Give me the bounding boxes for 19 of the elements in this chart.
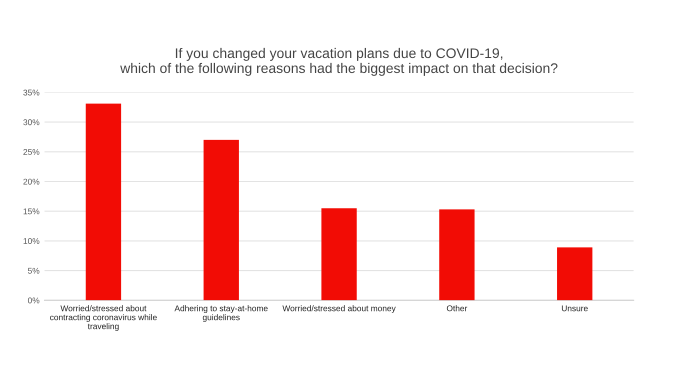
x-tick-label: Other — [446, 305, 468, 312]
bar — [439, 209, 475, 300]
y-tick-label: 25% — [23, 149, 40, 155]
y-tick-label: 30% — [23, 119, 40, 126]
bar — [557, 247, 592, 300]
y-tick-label: 5% — [28, 268, 40, 274]
y-tick-label: 20% — [23, 178, 40, 185]
x-tick-label: Worried/stressed about contracting coronavirus while traveling — [50, 305, 157, 331]
x-tick-label: Unsure — [562, 305, 588, 312]
y-tick-label: 10% — [24, 238, 40, 244]
bar — [86, 104, 122, 300]
y-tick-label: 0% — [28, 298, 40, 304]
y-tick-label: 15% — [24, 208, 40, 214]
x-tick-label: Worried/stressed about money — [282, 305, 396, 313]
chart-title: If you changed your vacation plans due to COVID-19, which of the following reasons had the biggest impact on that decision? — [120, 48, 558, 76]
bar — [204, 140, 239, 300]
x-tick-label: Adhering to stay-at-home guidelines — [174, 305, 268, 322]
bar — [321, 208, 357, 300]
y-tick-label: 35% — [23, 90, 40, 96]
